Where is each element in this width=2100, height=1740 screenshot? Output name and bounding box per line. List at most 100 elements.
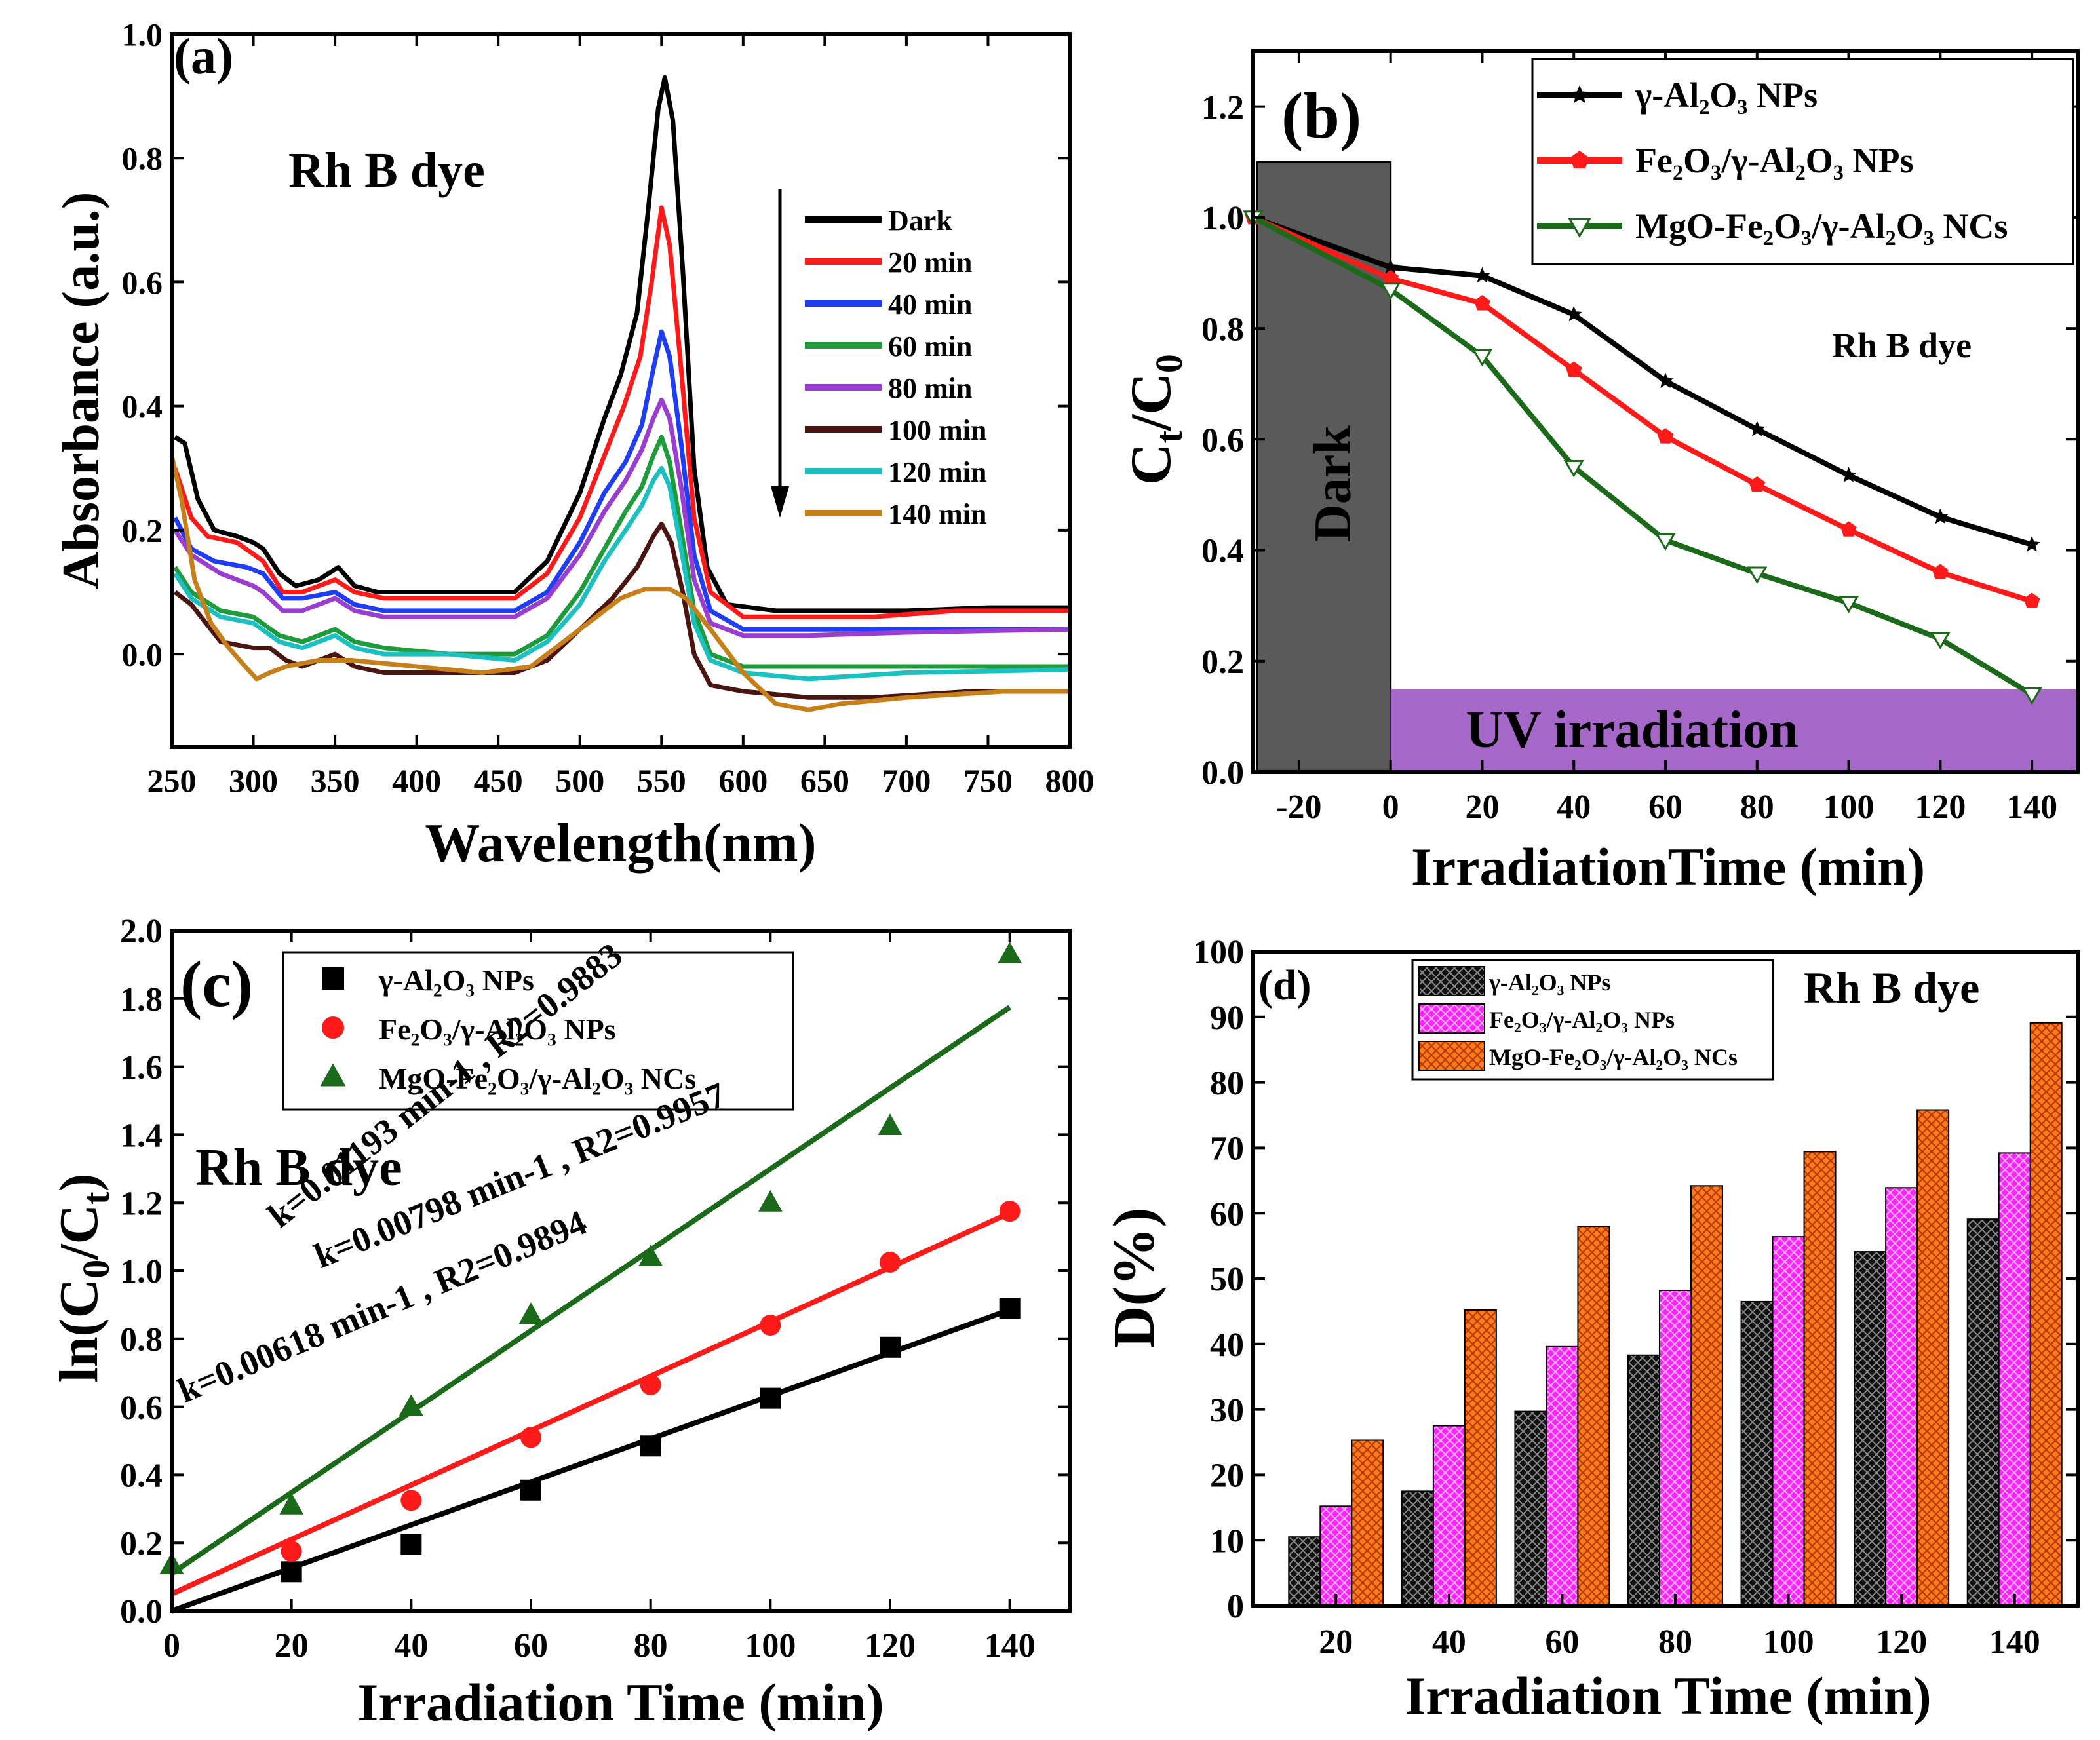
panel-c-legend: γ-Al₂O₃ NPs Fe₂O₃/γ-Al₂O₃ NPs MgO-Fe₂O₃/γ-… <box>320 963 696 1095</box>
data-point <box>640 1435 661 1457</box>
y-tick-label: 60 <box>1210 1195 1244 1233</box>
panel-d-ylabel: D(%) <box>1102 1208 1167 1349</box>
y-tick-label: 0.4 <box>120 1458 163 1495</box>
fit-line <box>170 1210 1011 1596</box>
panel-c-ticks: 0 20 40 60 80 100 120 140 0.0 0.2 0.4 0.6 0.8 1.0 1.2 1… <box>120 913 1070 1665</box>
panel-c-frame <box>170 929 1072 1613</box>
y-tick-label: 0.8 <box>1201 311 1244 348</box>
data-point <box>1840 467 1857 482</box>
x-tick-label: 80 <box>634 1627 668 1665</box>
legend-label: 40 min <box>888 288 972 320</box>
y-tick-label: 20 <box>1210 1458 1244 1495</box>
bar <box>1514 1410 1547 1606</box>
panel-c-label: (c) <box>180 948 253 1020</box>
bar <box>1803 1151 1837 1606</box>
y-tick-label: 0.4 <box>1201 533 1244 570</box>
x-tick-label: 40 <box>1432 1623 1466 1661</box>
panel-a-annotation: Rh B dye <box>288 143 485 198</box>
y-tick-label: 30 <box>1210 1392 1244 1429</box>
y-tick-label: 0.8 <box>122 140 163 177</box>
x-tick-label: 650 <box>800 762 849 799</box>
x-tick-label: 20 <box>1319 1623 1353 1661</box>
data-point <box>518 1302 543 1324</box>
x-tick-label: 60 <box>1648 788 1682 826</box>
legend-label: 20 min <box>888 246 972 279</box>
panel-b-ylabel: Ct/C0 <box>1119 354 1190 485</box>
data-point <box>2023 536 2040 552</box>
data-point <box>640 1374 661 1395</box>
series-line <box>172 205 1070 619</box>
y-tick-label: 0.6 <box>120 1389 163 1427</box>
series-line <box>174 75 1070 613</box>
x-tick-label: 550 <box>637 762 686 799</box>
panel-b-label: (b) <box>1281 79 1361 152</box>
series-line <box>172 329 1070 632</box>
legend-label: γ-Al₂O₃ NPs <box>1488 969 1610 996</box>
x-tick-label: 750 <box>963 762 1013 799</box>
x-tick-label: 40 <box>1557 788 1591 826</box>
bar <box>1916 1109 1950 1606</box>
legend-label: Fe₂O₃/γ-Al₂O₃ NPs <box>1635 141 1913 180</box>
panel-a-xlabel: Wavelength(nm) <box>425 813 816 874</box>
bar <box>1740 1300 1774 1607</box>
x-tick-label: 140 <box>1989 1623 2040 1661</box>
legend-label: γ-Al₂O₃ NPs <box>378 963 534 997</box>
panel-d-series <box>1288 1022 2063 1607</box>
panel-a-ticks: 250 300 350 400 450 500 550 600 650 700 750 800 0.0 0… <box>122 16 1095 800</box>
legend-label: Dark <box>888 204 952 237</box>
x-tick-label: 600 <box>718 762 768 799</box>
data-point <box>999 1201 1021 1222</box>
legend-label: 100 min <box>888 414 986 446</box>
panel-a-legend: Dark 20 min 40 min 60 min 80 min 100 min 120 m… <box>805 204 986 530</box>
series-line <box>173 465 1070 682</box>
x-tick-label: 40 <box>394 1627 428 1665</box>
data-point <box>880 1336 901 1358</box>
data-point <box>1382 269 1399 286</box>
data-point <box>1749 421 1766 436</box>
data-point <box>638 1245 663 1266</box>
legend-label: 120 min <box>888 456 986 488</box>
panel-b-frame <box>1251 49 2080 774</box>
fit-line <box>170 1005 1011 1576</box>
y-tick-label: 0.8 <box>120 1321 163 1359</box>
panel-b: Dark UV irradiation -20 0 20 40 60 80 100 120 14… <box>1119 49 2080 897</box>
series-line <box>169 455 1070 712</box>
x-tick-label: 80 <box>1658 1623 1692 1661</box>
legend-label: 60 min <box>888 330 972 362</box>
data-point <box>400 1534 422 1555</box>
panel-c-legend-box <box>282 951 794 1111</box>
y-tick-label: 0.2 <box>122 512 163 549</box>
x-tick-label: 350 <box>311 762 360 799</box>
x-tick-label: 20 <box>275 1627 309 1665</box>
bar <box>1288 1536 1321 1606</box>
panel-b-legend: γ-Al₂O₃ NPs Fe₂O₃/γ-Al₂O₃ NPs MgO-Fe₂O₃/γ-… <box>1537 75 2008 246</box>
legend-marker <box>322 1016 344 1039</box>
panel-a-series <box>169 75 1070 712</box>
legend-label: MgO-Fe₂O₃/γ-Al₂O₃ NCs <box>1635 206 2008 246</box>
y-tick-label: 70 <box>1210 1131 1244 1168</box>
panel-b-legend-box <box>1531 58 2074 265</box>
bar <box>1690 1185 1723 1607</box>
bar <box>1351 1439 1384 1607</box>
dark-region <box>1256 161 1392 773</box>
y-tick-label: 100 <box>1193 934 1244 971</box>
x-tick-label: 450 <box>474 762 523 799</box>
x-tick-label: -20 <box>1276 788 1321 826</box>
bar <box>1772 1236 1805 1607</box>
uv-region <box>1390 689 2076 770</box>
data-point <box>400 1490 422 1511</box>
y-tick-label: 0.2 <box>120 1525 163 1562</box>
bar <box>1885 1187 1918 1606</box>
bar <box>1464 1309 1497 1607</box>
panel-a-frame <box>170 32 1072 749</box>
panel-d-annotation: Rh B dye <box>1804 963 1979 1013</box>
x-tick-label: 120 <box>1876 1623 1927 1661</box>
data-point <box>399 1394 423 1416</box>
bar <box>1854 1251 1887 1607</box>
x-tick-label: 250 <box>147 762 197 799</box>
legend-label: 140 min <box>888 498 986 530</box>
series-line <box>173 435 1070 669</box>
y-tick-label: 1.2 <box>120 1185 163 1222</box>
y-tick-label: 0.4 <box>122 388 163 425</box>
